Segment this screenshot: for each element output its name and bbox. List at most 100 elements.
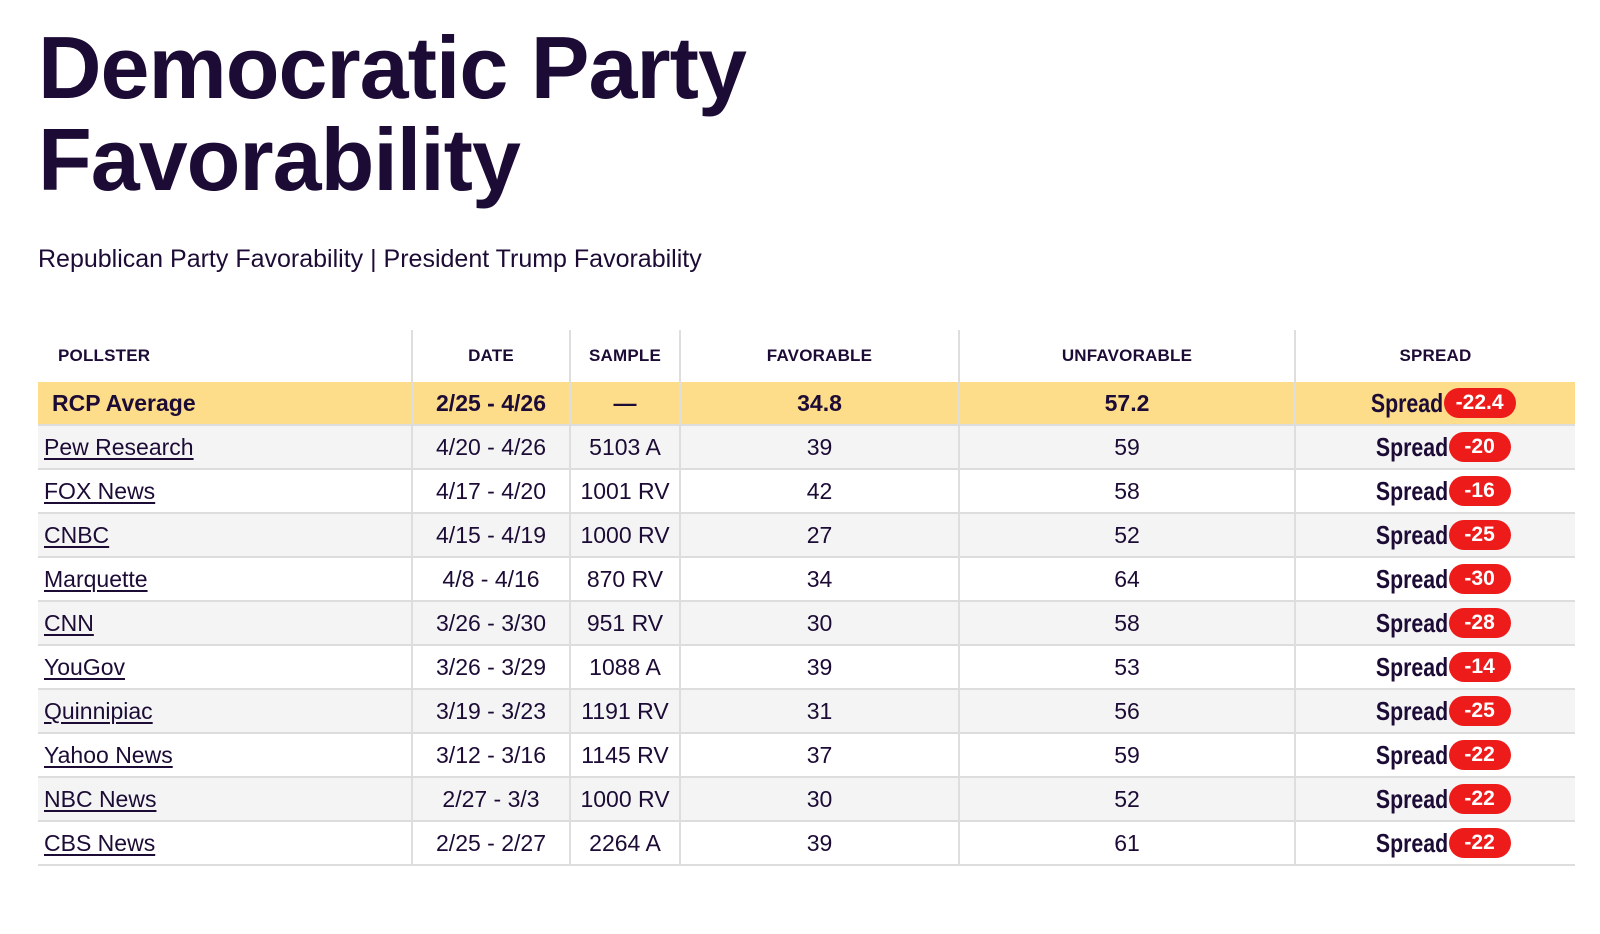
header-unfavorable[interactable]: UNFAVORABLE (958, 330, 1295, 382)
sample-cell: 951 RV (569, 601, 680, 646)
pollster-cell: Yahoo News (38, 733, 412, 778)
spread-cell: Spread -22 (1294, 733, 1575, 778)
pollster-link[interactable]: NBC News (44, 785, 157, 812)
sample-cell: 1001 RV (569, 469, 680, 514)
favorable-cell: 27 (679, 513, 959, 558)
pollster-link[interactable]: Marquette (44, 565, 148, 592)
pollster-cell: FOX News (38, 469, 412, 514)
spread-badge: -22 (1448, 784, 1511, 814)
spread-label: Spread (1376, 827, 1449, 858)
pollster-cell: Marquette (38, 557, 412, 602)
spread-cell: Spread -20 (1294, 425, 1575, 470)
date-cell: 3/26 - 3/30 (411, 601, 570, 646)
spread-label: Spread (1376, 563, 1449, 594)
spread-badge: -30 (1448, 564, 1511, 594)
spread-badge: -16 (1448, 476, 1511, 506)
date-cell: 4/8 - 4/16 (411, 557, 570, 602)
pollster-link[interactable]: YouGov (44, 653, 125, 680)
spread-label: Spread (1376, 739, 1449, 770)
unfavorable-cell: 59 (958, 733, 1295, 778)
header-date[interactable]: DATE (411, 330, 570, 382)
spread-badge: -20 (1448, 432, 1511, 462)
favorable-cell: 30 (679, 601, 959, 646)
favorable-cell: 37 (679, 733, 959, 778)
republican-favorability-link[interactable]: Republican Party Favorability (38, 245, 364, 273)
pollster-cell: CBS News (38, 821, 412, 866)
spread-label: Spread (1376, 783, 1449, 814)
average-favorable: 34.8 (679, 382, 959, 426)
header-sample[interactable]: SAMPLE (569, 330, 680, 382)
average-sample: — (569, 382, 680, 426)
average-unfavorable: 57.2 (958, 382, 1295, 426)
spread-label: Spread (1376, 519, 1449, 550)
spread-badge: -22 (1448, 740, 1511, 770)
date-cell: 4/15 - 4/19 (411, 513, 570, 558)
spread-label: Spread (1376, 431, 1449, 462)
pollster-link[interactable]: FOX News (44, 477, 156, 504)
favorable-cell: 39 (679, 645, 959, 690)
table-row: NBC News 2/27 - 3/3 1000 RV 30 52 Spread -22 (38, 777, 1575, 822)
spread-label: Spread (1376, 651, 1449, 682)
pollster-link[interactable]: CNN (44, 609, 94, 636)
favorable-cell: 31 (679, 689, 959, 734)
spread-label: Spread (1376, 475, 1449, 506)
table-row: YouGov 3/26 - 3/29 1088 A 39 53 Spread -14 (38, 645, 1575, 690)
pollster-cell: CNN (38, 601, 412, 646)
table-row: Quinnipiac 3/19 - 3/23 1191 RV 31 56 Spread -2… (38, 689, 1575, 734)
average-spread: Spread -22.4 (1294, 382, 1575, 426)
date-cell: 4/17 - 4/20 (411, 469, 570, 514)
pollster-cell: Quinnipiac (38, 689, 412, 734)
table-row: CBS News 2/25 - 2/27 2264 A 39 61 Spread -22 (38, 821, 1575, 866)
pollster-link[interactable]: Yahoo News (44, 741, 173, 768)
spread-cell: Spread -25 (1294, 513, 1575, 558)
favorable-cell: 34 (679, 557, 959, 602)
table-row: Pew Research 4/20 - 4/26 5103 A 39 59 Spread -… (38, 425, 1575, 470)
spread-label: Spread (1371, 387, 1444, 418)
favorable-cell: 39 (679, 821, 959, 866)
spread-label: Spread (1376, 695, 1449, 726)
header-spread[interactable]: SPREAD (1294, 330, 1575, 382)
unfavorable-cell: 58 (958, 601, 1295, 646)
sample-cell: 1145 RV (569, 733, 680, 778)
table-row: CNN 3/26 - 3/30 951 RV 30 58 Spread -28 (38, 601, 1575, 646)
header-favorable[interactable]: FAVORABLE (679, 330, 959, 382)
unfavorable-cell: 59 (958, 425, 1295, 470)
sample-cell: 1088 A (569, 645, 680, 690)
spread-cell: Spread -22 (1294, 777, 1575, 822)
unfavorable-cell: 52 (958, 513, 1295, 558)
pollster-link[interactable]: CBS News (44, 829, 156, 856)
unfavorable-cell: 64 (958, 557, 1295, 602)
table-row: Yahoo News 3/12 - 3/16 1145 RV 37 59 Spread -2… (38, 733, 1575, 778)
spread-label: Spread (1376, 607, 1449, 638)
sample-cell: 1000 RV (569, 513, 680, 558)
rcp-average-row: RCP Average 2/25 - 4/26 — 34.8 57.2 Spre… (38, 382, 1575, 426)
unfavorable-cell: 56 (958, 689, 1295, 734)
pollster-link[interactable]: Pew Research (44, 433, 194, 460)
spread-badge: -28 (1448, 608, 1511, 638)
spread-badge: -22 (1448, 828, 1511, 858)
favorable-cell: 39 (679, 425, 959, 470)
spread-badge: -25 (1448, 696, 1511, 726)
trump-favorability-link[interactable]: President Trump Favorability (383, 245, 702, 273)
unfavorable-cell: 52 (958, 777, 1295, 822)
spread-cell: Spread -25 (1294, 689, 1575, 734)
date-cell: 3/12 - 3/16 (411, 733, 570, 778)
table-row: Marquette 4/8 - 4/16 870 RV 34 64 Spread -30 (38, 557, 1575, 602)
link-separator: | (363, 245, 384, 273)
pollster-link[interactable]: CNBC (44, 521, 110, 548)
pollster-link[interactable]: Quinnipiac (44, 697, 153, 724)
spread-cell: Spread -16 (1294, 469, 1575, 514)
sample-cell: 2264 A (569, 821, 680, 866)
sample-cell: 1000 RV (569, 777, 680, 822)
average-pollster: RCP Average (38, 382, 412, 426)
date-cell: 2/27 - 3/3 (411, 777, 570, 822)
spread-cell: Spread -22 (1294, 821, 1575, 866)
polls-table: POLLSTER DATE SAMPLE FAVORABLE UNFAVORAB… (38, 330, 1575, 866)
header-pollster[interactable]: POLLSTER (58, 346, 151, 365)
sample-cell: 1191 RV (569, 689, 680, 734)
pollster-cell: Pew Research (38, 425, 412, 470)
spread-cell: Spread -28 (1294, 601, 1575, 646)
pollster-cell: NBC News (38, 777, 412, 822)
unfavorable-cell: 58 (958, 469, 1295, 514)
date-cell: 2/25 - 2/27 (411, 821, 570, 866)
